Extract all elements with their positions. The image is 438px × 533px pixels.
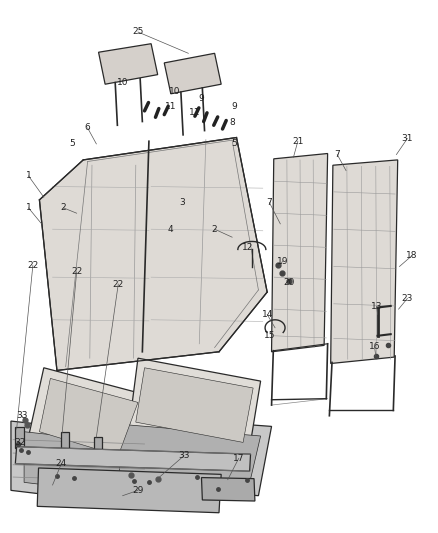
Text: 7: 7 bbox=[266, 198, 272, 207]
Polygon shape bbox=[61, 432, 69, 450]
Text: 18: 18 bbox=[406, 252, 417, 260]
Polygon shape bbox=[119, 424, 261, 490]
Text: 22: 22 bbox=[113, 280, 124, 288]
Text: 20: 20 bbox=[283, 278, 295, 287]
Text: 6: 6 bbox=[85, 124, 91, 132]
Polygon shape bbox=[110, 415, 272, 496]
Text: 5: 5 bbox=[69, 140, 75, 148]
Text: 19: 19 bbox=[277, 257, 288, 265]
Text: 33: 33 bbox=[16, 411, 28, 420]
Polygon shape bbox=[28, 368, 145, 464]
Polygon shape bbox=[136, 368, 253, 442]
Text: 8: 8 bbox=[229, 118, 235, 127]
Text: 22: 22 bbox=[71, 268, 82, 276]
Text: 31: 31 bbox=[402, 134, 413, 143]
Text: 29: 29 bbox=[132, 486, 144, 495]
Polygon shape bbox=[94, 437, 102, 456]
Polygon shape bbox=[24, 432, 147, 496]
Polygon shape bbox=[272, 154, 328, 352]
Polygon shape bbox=[99, 44, 158, 84]
Text: 1: 1 bbox=[25, 172, 32, 180]
Text: 4: 4 bbox=[168, 225, 173, 233]
Text: 22: 22 bbox=[27, 261, 39, 270]
Polygon shape bbox=[164, 53, 221, 94]
Text: 24: 24 bbox=[56, 459, 67, 468]
Text: 12: 12 bbox=[242, 244, 253, 252]
Text: 2: 2 bbox=[61, 204, 66, 212]
Text: 11: 11 bbox=[165, 102, 177, 111]
Polygon shape bbox=[39, 378, 138, 456]
Text: 9: 9 bbox=[198, 94, 205, 103]
Text: 33: 33 bbox=[178, 451, 190, 460]
Text: 13: 13 bbox=[371, 302, 382, 311]
Polygon shape bbox=[37, 468, 221, 513]
Polygon shape bbox=[129, 358, 261, 448]
Polygon shape bbox=[15, 427, 24, 448]
Text: 7: 7 bbox=[334, 150, 340, 159]
Text: 10: 10 bbox=[117, 78, 128, 87]
Polygon shape bbox=[15, 447, 251, 471]
Text: 23: 23 bbox=[402, 294, 413, 303]
Text: 14: 14 bbox=[261, 310, 273, 319]
Text: 21: 21 bbox=[292, 137, 304, 146]
Text: 16: 16 bbox=[369, 342, 380, 351]
Polygon shape bbox=[11, 421, 158, 506]
Text: 5: 5 bbox=[231, 140, 237, 148]
Text: 17: 17 bbox=[233, 454, 244, 463]
Text: 3: 3 bbox=[179, 198, 185, 207]
Text: 32: 32 bbox=[14, 438, 25, 447]
Text: 15: 15 bbox=[264, 332, 275, 340]
Polygon shape bbox=[331, 160, 398, 364]
Text: 2: 2 bbox=[212, 225, 217, 233]
Polygon shape bbox=[39, 138, 267, 370]
Text: 10: 10 bbox=[170, 87, 181, 96]
Text: 1: 1 bbox=[25, 204, 32, 212]
Text: 11: 11 bbox=[189, 109, 201, 117]
Text: 25: 25 bbox=[132, 28, 144, 36]
Polygon shape bbox=[201, 478, 255, 501]
Text: 9: 9 bbox=[231, 102, 237, 111]
